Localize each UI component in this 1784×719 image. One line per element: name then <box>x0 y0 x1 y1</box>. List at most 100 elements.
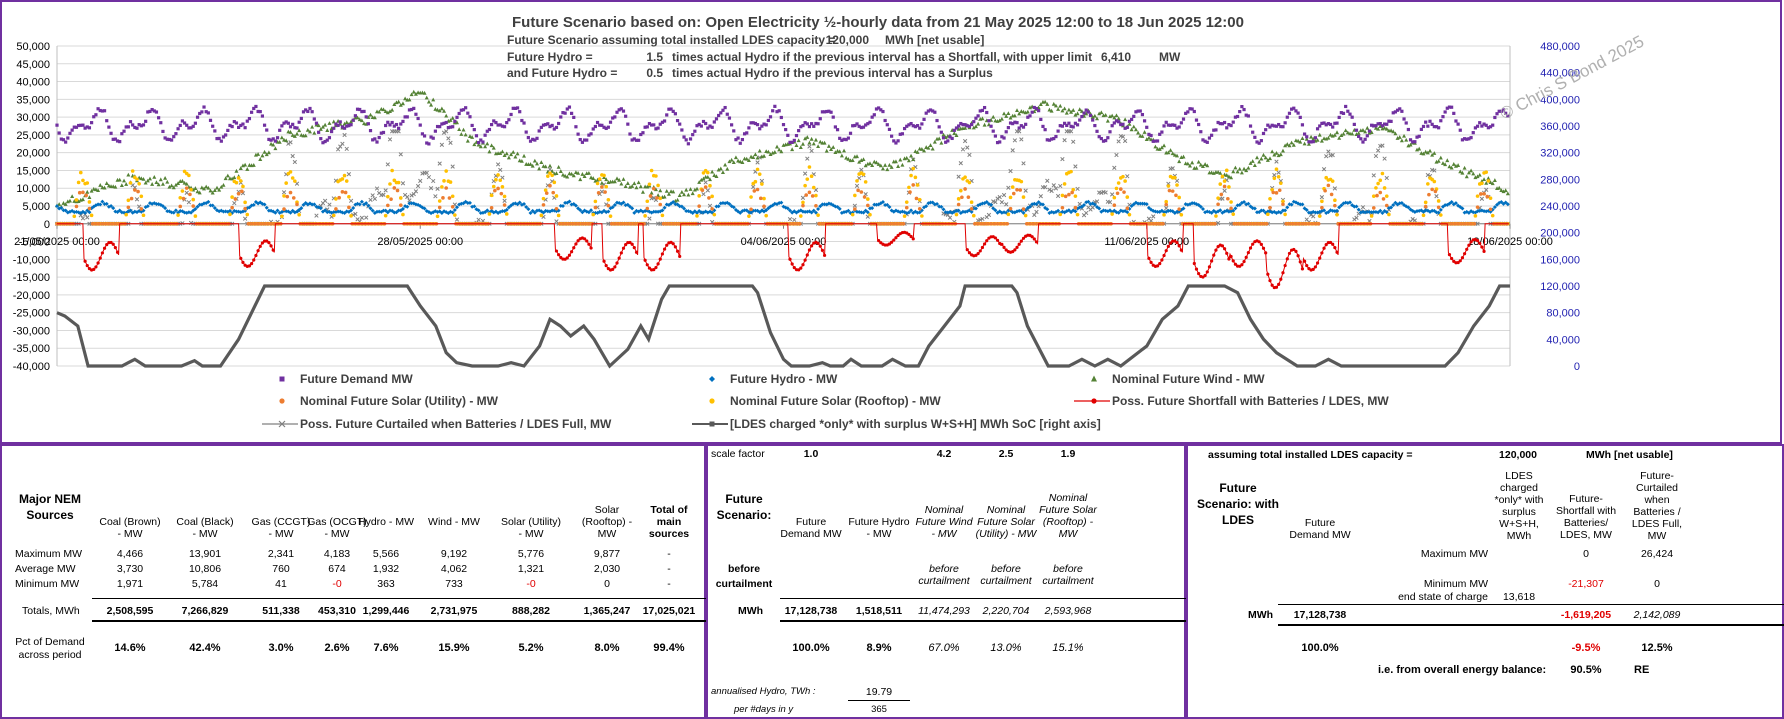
col-header: Total of main sources <box>648 504 690 540</box>
hydro-point <box>336 209 341 214</box>
total-cell: 1,365,247 <box>583 605 631 617</box>
solar-rooftop-point <box>1006 212 1011 217</box>
demand-point <box>141 123 146 127</box>
curtailed-point <box>1164 206 1169 211</box>
chart-title: Future Scenario based on: Open Electrici… <box>512 14 1244 31</box>
demand-point <box>522 121 526 125</box>
wind-point <box>1233 165 1238 170</box>
wind-point <box>532 158 537 163</box>
demand-point <box>224 133 228 137</box>
wind-point <box>1289 140 1294 145</box>
hydro-point <box>87 210 92 215</box>
wind-point <box>117 177 122 182</box>
shortfall-point <box>993 236 997 240</box>
total-cell: 511,338 <box>262 605 300 617</box>
solar-utility-point <box>992 221 997 226</box>
curtailed-point <box>359 215 365 220</box>
curtailed-point <box>1004 202 1009 207</box>
subtitle-2-label: Future Hydro = <box>507 50 593 64</box>
shortfall-point <box>611 267 615 271</box>
y-left-tick: 35,000 <box>16 94 50 106</box>
wind-point <box>565 174 570 179</box>
demand-point <box>546 122 550 126</box>
y-left-tick: -10,000 <box>13 254 50 266</box>
wind-point <box>928 143 933 147</box>
pct-shortfall: -9.5% <box>1571 642 1601 654</box>
curtailed-point <box>1114 152 1119 158</box>
demand-point <box>1108 130 1112 134</box>
hydro-point <box>1354 204 1359 209</box>
wind-point <box>1287 143 1292 148</box>
wind-point <box>1123 117 1128 122</box>
wind-point <box>448 118 453 122</box>
wind-point <box>396 99 401 104</box>
hydro-point <box>247 205 252 210</box>
hydro-point <box>909 208 914 213</box>
demand-point <box>1028 114 1032 118</box>
wind-point <box>1300 136 1305 141</box>
wind-point <box>976 121 981 126</box>
wind-point <box>1194 165 1199 170</box>
hydro-point <box>1218 208 1223 213</box>
shortfall-point <box>995 238 1000 242</box>
hydro-point <box>1298 202 1303 207</box>
wind-point <box>625 181 630 185</box>
solar-rooftop-point <box>920 214 924 218</box>
table-cell: 41 <box>275 578 287 590</box>
curtailed-point <box>454 217 460 222</box>
solar-utility-point <box>441 196 445 200</box>
demand-point <box>362 109 366 114</box>
curtailed-point <box>444 129 449 134</box>
sources-title-1: Major NEM <box>18 492 82 506</box>
wind-point <box>513 154 518 159</box>
demand-point <box>972 120 976 124</box>
wind-point <box>889 165 894 169</box>
ldes-title-3: LDES <box>1221 513 1255 527</box>
solar-utility-point <box>1028 221 1032 226</box>
solar-utility-point <box>1300 221 1305 226</box>
solar-rooftop-point <box>1227 185 1231 189</box>
solar-utility-point <box>914 196 919 201</box>
wind-point <box>444 113 449 118</box>
demand-point <box>1041 124 1045 129</box>
solar-utility-point <box>1261 221 1266 226</box>
shortfall-point <box>94 265 98 269</box>
y-left-tick: 50,000 <box>16 41 50 53</box>
wind-point <box>725 166 730 171</box>
curtailed-point <box>1326 149 1331 154</box>
hydro-point <box>312 202 317 207</box>
hydro-point <box>262 202 267 207</box>
solar-utility-point <box>447 196 452 200</box>
solar-rooftop-point <box>236 176 241 180</box>
demand-point <box>626 122 630 126</box>
curtailed-point <box>426 174 432 180</box>
wind-point <box>842 148 847 153</box>
shortfall-point <box>574 242 578 246</box>
solar-rooftop-point <box>1021 195 1026 199</box>
table-cell: 0 <box>604 578 610 590</box>
demand-point <box>107 125 111 129</box>
solar-rooftop-point <box>807 165 812 169</box>
wind-point <box>1006 111 1011 116</box>
solar-rooftop-point <box>1279 181 1283 186</box>
solar-rooftop-point <box>1123 179 1127 183</box>
demand-point <box>946 139 950 143</box>
demand-point <box>310 110 314 114</box>
table-cell: 4,062 <box>440 563 468 575</box>
curtailed-point <box>755 160 760 165</box>
solar-rooftop-point <box>917 197 922 202</box>
shortfall-point <box>1285 257 1289 261</box>
demand-point <box>872 113 876 117</box>
wind-point <box>292 134 297 138</box>
wind-point <box>1363 129 1368 134</box>
hydro-point <box>684 209 689 214</box>
solar-rooftop-point <box>396 180 401 185</box>
wind-point <box>1159 145 1164 150</box>
right-totals-bottom-line <box>1278 624 1784 626</box>
hydro-point <box>662 205 667 210</box>
wind-point <box>344 120 349 125</box>
wind-point <box>586 170 591 175</box>
x-tick-label: 11/06/2025 00:00 <box>1104 236 1189 248</box>
demand-point <box>807 124 812 129</box>
solar-rooftop-point <box>552 180 557 185</box>
